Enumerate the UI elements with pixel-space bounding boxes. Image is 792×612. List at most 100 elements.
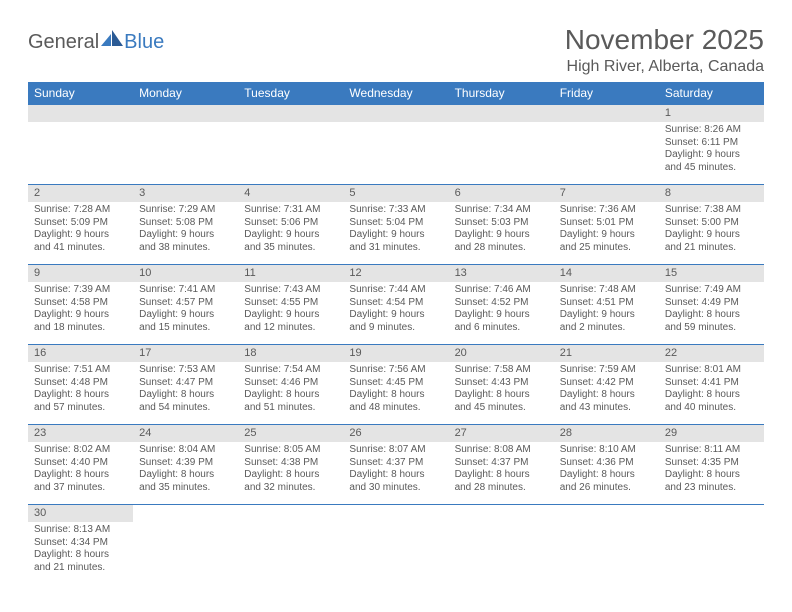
- day-number: 16: [28, 345, 133, 362]
- sunset-line: Sunset: 4:37 PM: [349, 457, 442, 470]
- daylight-line: Daylight: 9 hours and 41 minutes.: [34, 229, 127, 254]
- sunrise-line: Sunrise: 7:51 AM: [34, 364, 127, 377]
- daynum-bar-empty: [554, 105, 659, 122]
- day-number: 23: [28, 425, 133, 442]
- day-number: 13: [449, 265, 554, 282]
- sunrise-line: Sunrise: 8:07 AM: [349, 444, 442, 457]
- day-details: Sunrise: 7:44 AMSunset: 4:54 PMDaylight:…: [343, 282, 448, 338]
- calendar-cell: 4Sunrise: 7:31 AMSunset: 5:06 PMDaylight…: [238, 185, 343, 265]
- sunrise-line: Sunrise: 7:34 AM: [455, 204, 548, 217]
- day-number: 19: [343, 345, 448, 362]
- day-number: 4: [238, 185, 343, 202]
- sunrise-line: Sunrise: 7:31 AM: [244, 204, 337, 217]
- sunset-line: Sunset: 4:52 PM: [455, 297, 548, 310]
- daynum-bar-empty: [343, 105, 448, 122]
- day-details: Sunrise: 8:10 AMSunset: 4:36 PMDaylight:…: [554, 442, 659, 498]
- daylight-line: Daylight: 9 hours and 38 minutes.: [139, 229, 232, 254]
- calendar-cell: 2Sunrise: 7:28 AMSunset: 5:09 PMDaylight…: [28, 185, 133, 265]
- sunset-line: Sunset: 4:39 PM: [139, 457, 232, 470]
- daylight-line: Daylight: 9 hours and 31 minutes.: [349, 229, 442, 254]
- sunrise-line: Sunrise: 7:38 AM: [665, 204, 758, 217]
- day-number: 27: [449, 425, 554, 442]
- day-details: Sunrise: 7:46 AMSunset: 4:52 PMDaylight:…: [449, 282, 554, 338]
- calendar-cell: [238, 105, 343, 185]
- daylight-line: Daylight: 8 hours and 35 minutes.: [139, 469, 232, 494]
- weekday-header: Sunday: [28, 82, 133, 105]
- sunrise-line: Sunrise: 8:08 AM: [455, 444, 548, 457]
- calendar-cell: 1Sunrise: 8:26 AMSunset: 6:11 PMDaylight…: [659, 105, 764, 185]
- calendar-row: 30Sunrise: 8:13 AMSunset: 4:34 PMDayligh…: [28, 505, 764, 585]
- sunrise-line: Sunrise: 7:43 AM: [244, 284, 337, 297]
- weekday-header: Saturday: [659, 82, 764, 105]
- calendar-row: 1Sunrise: 8:26 AMSunset: 6:11 PMDaylight…: [28, 105, 764, 185]
- sunset-line: Sunset: 4:47 PM: [139, 377, 232, 390]
- day-details: Sunrise: 7:34 AMSunset: 5:03 PMDaylight:…: [449, 202, 554, 258]
- daylight-line: Daylight: 8 hours and 21 minutes.: [34, 549, 127, 574]
- day-details: Sunrise: 7:38 AMSunset: 5:00 PMDaylight:…: [659, 202, 764, 258]
- sunset-line: Sunset: 5:06 PM: [244, 217, 337, 230]
- sunrise-line: Sunrise: 7:46 AM: [455, 284, 548, 297]
- daylight-line: Daylight: 9 hours and 25 minutes.: [560, 229, 653, 254]
- day-details: Sunrise: 7:51 AMSunset: 4:48 PMDaylight:…: [28, 362, 133, 418]
- calendar-cell: 21Sunrise: 7:59 AMSunset: 4:42 PMDayligh…: [554, 345, 659, 425]
- calendar-cell: 23Sunrise: 8:02 AMSunset: 4:40 PMDayligh…: [28, 425, 133, 505]
- daylight-line: Daylight: 8 hours and 59 minutes.: [665, 309, 758, 334]
- location-text: High River, Alberta, Canada: [565, 58, 764, 76]
- calendar-cell: 18Sunrise: 7:54 AMSunset: 4:46 PMDayligh…: [238, 345, 343, 425]
- day-number: 20: [449, 345, 554, 362]
- calendar-cell: [238, 505, 343, 585]
- day-number: 15: [659, 265, 764, 282]
- daylight-line: Daylight: 9 hours and 21 minutes.: [665, 229, 758, 254]
- calendar-cell: 9Sunrise: 7:39 AMSunset: 4:58 PMDaylight…: [28, 265, 133, 345]
- calendar-cell: 16Sunrise: 7:51 AMSunset: 4:48 PMDayligh…: [28, 345, 133, 425]
- logo: General Blue: [28, 30, 164, 55]
- day-details: Sunrise: 7:41 AMSunset: 4:57 PMDaylight:…: [133, 282, 238, 338]
- day-number: 1: [659, 105, 764, 122]
- sunset-line: Sunset: 4:42 PM: [560, 377, 653, 390]
- day-number: 28: [554, 425, 659, 442]
- calendar-header: Sunday Monday Tuesday Wednesday Thursday…: [28, 82, 764, 105]
- calendar-cell: [659, 505, 764, 585]
- sunrise-line: Sunrise: 7:39 AM: [34, 284, 127, 297]
- calendar-cell: 12Sunrise: 7:44 AMSunset: 4:54 PMDayligh…: [343, 265, 448, 345]
- day-details: Sunrise: 8:13 AMSunset: 4:34 PMDaylight:…: [28, 522, 133, 578]
- daylight-line: Daylight: 8 hours and 57 minutes.: [34, 389, 127, 414]
- calendar-cell: 8Sunrise: 7:38 AMSunset: 5:00 PMDaylight…: [659, 185, 764, 265]
- day-number: 9: [28, 265, 133, 282]
- day-number: 12: [343, 265, 448, 282]
- sunrise-line: Sunrise: 7:59 AM: [560, 364, 653, 377]
- sunset-line: Sunset: 4:46 PM: [244, 377, 337, 390]
- day-number: 26: [343, 425, 448, 442]
- calendar-cell: [554, 505, 659, 585]
- daylight-line: Daylight: 8 hours and 28 minutes.: [455, 469, 548, 494]
- calendar-cell: [133, 505, 238, 585]
- sunrise-line: Sunrise: 7:41 AM: [139, 284, 232, 297]
- calendar-cell: [449, 105, 554, 185]
- sunset-line: Sunset: 4:55 PM: [244, 297, 337, 310]
- sunset-line: Sunset: 4:34 PM: [34, 537, 127, 550]
- weekday-header: Tuesday: [238, 82, 343, 105]
- calendar-row: 23Sunrise: 8:02 AMSunset: 4:40 PMDayligh…: [28, 425, 764, 505]
- sunrise-line: Sunrise: 8:01 AM: [665, 364, 758, 377]
- calendar-cell: [449, 505, 554, 585]
- sunset-line: Sunset: 4:37 PM: [455, 457, 548, 470]
- calendar-row: 9Sunrise: 7:39 AMSunset: 4:58 PMDaylight…: [28, 265, 764, 345]
- day-details: Sunrise: 7:49 AMSunset: 4:49 PMDaylight:…: [659, 282, 764, 338]
- calendar-cell: 25Sunrise: 8:05 AMSunset: 4:38 PMDayligh…: [238, 425, 343, 505]
- sunrise-line: Sunrise: 7:53 AM: [139, 364, 232, 377]
- title-block: November 2025 High River, Alberta, Canad…: [565, 24, 764, 76]
- sunset-line: Sunset: 5:08 PM: [139, 217, 232, 230]
- weekday-header: Thursday: [449, 82, 554, 105]
- sunset-line: Sunset: 4:43 PM: [455, 377, 548, 390]
- calendar-cell: 30Sunrise: 8:13 AMSunset: 4:34 PMDayligh…: [28, 505, 133, 585]
- calendar-cell: 6Sunrise: 7:34 AMSunset: 5:03 PMDaylight…: [449, 185, 554, 265]
- sunrise-line: Sunrise: 8:04 AM: [139, 444, 232, 457]
- calendar-cell: 10Sunrise: 7:41 AMSunset: 4:57 PMDayligh…: [133, 265, 238, 345]
- day-number: 5: [343, 185, 448, 202]
- daylight-line: Daylight: 8 hours and 30 minutes.: [349, 469, 442, 494]
- sunset-line: Sunset: 4:38 PM: [244, 457, 337, 470]
- daylight-line: Daylight: 8 hours and 45 minutes.: [455, 389, 548, 414]
- day-details: Sunrise: 7:56 AMSunset: 4:45 PMDaylight:…: [343, 362, 448, 418]
- weekday-header: Friday: [554, 82, 659, 105]
- calendar-cell: 7Sunrise: 7:36 AMSunset: 5:01 PMDaylight…: [554, 185, 659, 265]
